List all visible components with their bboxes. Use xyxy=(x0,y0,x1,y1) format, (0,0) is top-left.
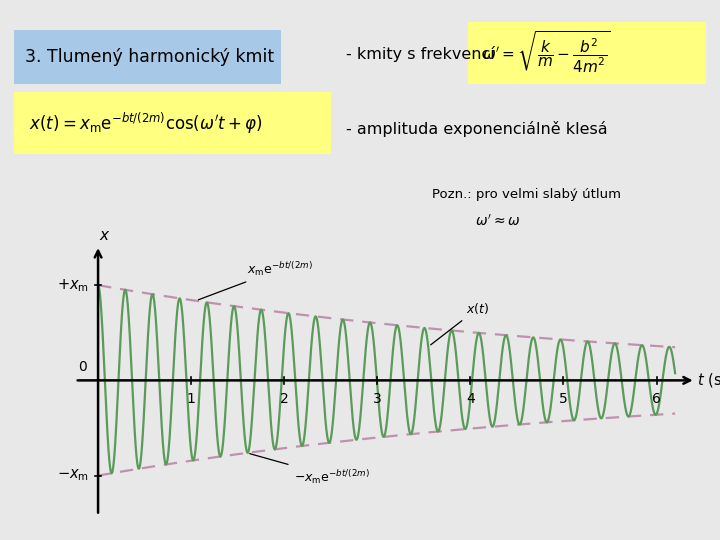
Text: - amplituda exponenciálně klesá: - amplituda exponenciálně klesá xyxy=(346,120,607,137)
Text: $+x_\mathrm{m}$: $+x_\mathrm{m}$ xyxy=(57,277,89,294)
Text: $x_\mathrm{m}\mathrm{e}^{-bt/(2m)}$: $x_\mathrm{m}\mathrm{e}^{-bt/(2m)}$ xyxy=(199,260,312,300)
Text: $x$: $x$ xyxy=(99,228,110,244)
Text: $\omega^\prime \approx \omega$: $\omega^\prime \approx \omega$ xyxy=(475,214,521,229)
Text: $\omega^\prime = \sqrt{\dfrac{k}{m} - \dfrac{b^2}{4m^2}}$: $\omega^\prime = \sqrt{\dfrac{k}{m} - \d… xyxy=(482,30,611,75)
Text: 3: 3 xyxy=(373,392,382,406)
Text: 0: 0 xyxy=(78,360,87,374)
Text: 5: 5 xyxy=(559,392,568,406)
Text: $x(t)$: $x(t)$ xyxy=(431,301,489,345)
Text: $t\ \mathrm{(s)}$: $t\ \mathrm{(s)}$ xyxy=(698,372,720,389)
Text: 3. Tlumený harmonický kmit: 3. Tlumený harmonický kmit xyxy=(25,48,274,66)
Text: Pozn.: pro velmi slabý útlum: Pozn.: pro velmi slabý útlum xyxy=(432,188,621,201)
Text: $-x_\mathrm{m}$: $-x_\mathrm{m}$ xyxy=(57,468,89,483)
Text: $x(t) = x_\mathrm{m}\mathrm{e}^{-bt/(2m)}\cos(\omega^\prime t + \varphi)$: $x(t) = x_\mathrm{m}\mathrm{e}^{-bt/(2m)… xyxy=(29,111,263,136)
Text: 2: 2 xyxy=(280,392,289,406)
Text: - kmity s frekvencí: - kmity s frekvencí xyxy=(346,46,495,62)
Text: 1: 1 xyxy=(186,392,196,406)
Text: $-x_\mathrm{m}\mathrm{e}^{-bt/(2m)}$: $-x_\mathrm{m}\mathrm{e}^{-bt/(2m)}$ xyxy=(250,454,369,485)
Text: 4: 4 xyxy=(466,392,474,406)
Text: 6: 6 xyxy=(652,392,661,406)
